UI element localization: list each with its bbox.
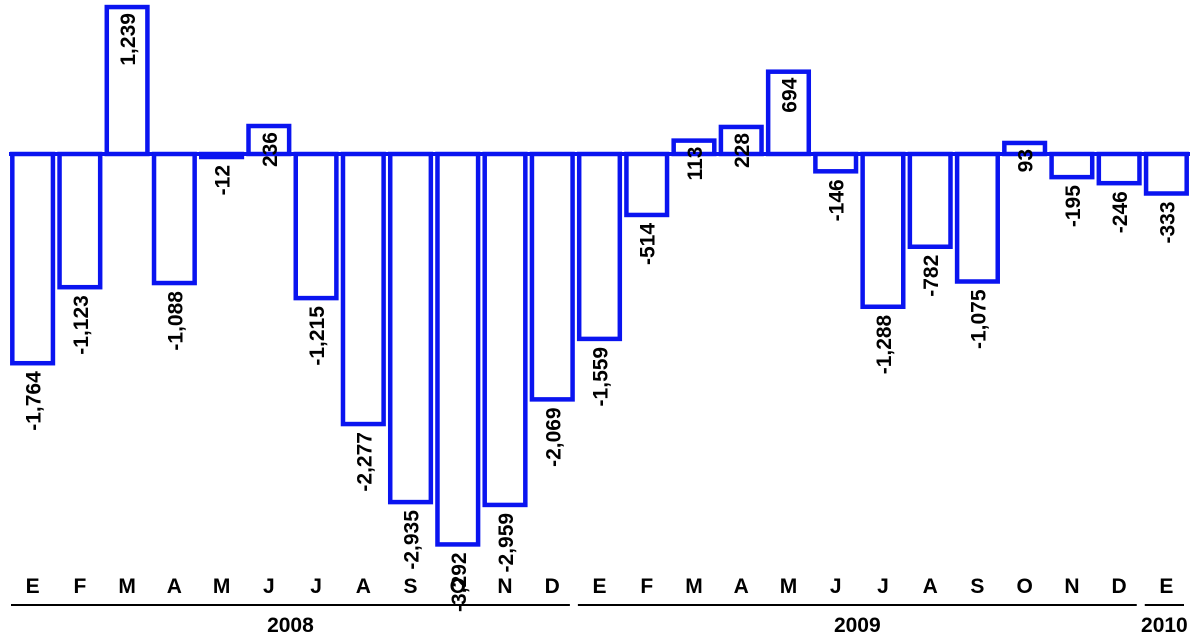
- value-label-3: -1,088: [164, 291, 187, 351]
- month-label-15: A: [734, 575, 749, 598]
- month-label-24: E: [1159, 575, 1173, 598]
- value-label-9: -3,292: [448, 552, 471, 612]
- bar-23: [1096, 151, 1142, 186]
- month-label-8: S: [404, 575, 418, 598]
- month-label-6: J: [310, 575, 322, 598]
- bar-0: [10, 151, 56, 366]
- bar-6: [293, 151, 339, 301]
- year-label-2009: 2009: [834, 614, 881, 635]
- value-label-13: -514: [637, 223, 660, 265]
- value-label-11: -2,069: [542, 407, 565, 467]
- month-label-3: A: [167, 575, 182, 598]
- bars-layer: [10, 4, 1189, 547]
- bar-10: [482, 151, 528, 508]
- bar-3: [151, 151, 197, 286]
- value-label-5: 236: [259, 132, 282, 167]
- month-label-17: J: [830, 575, 842, 598]
- value-label-17: -146: [826, 179, 849, 221]
- bar-1: [57, 151, 103, 290]
- month-label-20: S: [970, 575, 984, 598]
- month-label-23: D: [1112, 575, 1127, 598]
- month-label-10: N: [497, 575, 512, 598]
- month-label-0: E: [26, 575, 40, 598]
- bar-19: [907, 151, 953, 249]
- value-label-23: -246: [1109, 191, 1132, 233]
- year-label-2008: 2008: [267, 614, 314, 635]
- value-labels-layer: -1,764 -1,123 1,239 -1,088 -12 236 -1,215 -2,27…: [23, 13, 1180, 612]
- bar-20: [954, 151, 1000, 284]
- value-label-4: -12: [212, 165, 235, 195]
- bar-11: [529, 151, 575, 402]
- month-label-19: A: [923, 575, 938, 598]
- value-label-2: 1,239: [117, 13, 140, 66]
- bar-13: [624, 151, 670, 218]
- month-label-21: O: [1016, 575, 1032, 598]
- value-label-16: 694: [778, 77, 801, 112]
- value-label-7: -2,277: [353, 432, 376, 492]
- bar-8: [387, 151, 434, 505]
- month-label-13: F: [640, 575, 653, 598]
- bar-9: [435, 151, 481, 547]
- bar-12: [576, 151, 623, 342]
- value-label-22: -195: [1062, 185, 1085, 227]
- month-label-18: J: [877, 575, 889, 598]
- month-label-11: D: [545, 575, 560, 598]
- month-label-16: M: [780, 575, 798, 598]
- year-label-2010: 2010: [1141, 614, 1188, 635]
- bar-17: [813, 151, 859, 174]
- month-label-14: M: [685, 575, 703, 598]
- value-label-12: -1,559: [590, 347, 613, 407]
- bar-7: [340, 151, 386, 427]
- bar-22: [1049, 151, 1095, 180]
- month-label-1: F: [73, 575, 86, 598]
- month-label-4: M: [213, 575, 231, 598]
- value-label-10: -2,959: [495, 513, 518, 573]
- month-label-12: E: [592, 575, 606, 598]
- value-label-24: -333: [1156, 201, 1179, 243]
- month-label-7: A: [356, 575, 371, 598]
- value-label-18: -1,288: [873, 314, 896, 374]
- value-label-14: 113: [684, 147, 707, 181]
- value-label-6: -1,215: [306, 306, 329, 366]
- bar-24: [1143, 151, 1189, 196]
- value-label-1: -1,123: [70, 295, 93, 355]
- value-label-8: -2,935: [401, 510, 424, 570]
- month-label-2: M: [118, 575, 136, 598]
- month-label-5: J: [263, 575, 275, 598]
- month-label-9: O: [450, 575, 466, 598]
- value-label-15: 228: [731, 133, 754, 168]
- bar-18: [860, 151, 906, 310]
- value-label-20: -1,075: [967, 289, 990, 349]
- value-label-19: -782: [920, 255, 943, 297]
- value-label-0: -1,764: [23, 371, 46, 431]
- value-label-21: 93: [1015, 149, 1038, 172]
- year-groups-layer: 2008 2009 2010: [11, 604, 1188, 635]
- month-label-22: N: [1064, 575, 1079, 598]
